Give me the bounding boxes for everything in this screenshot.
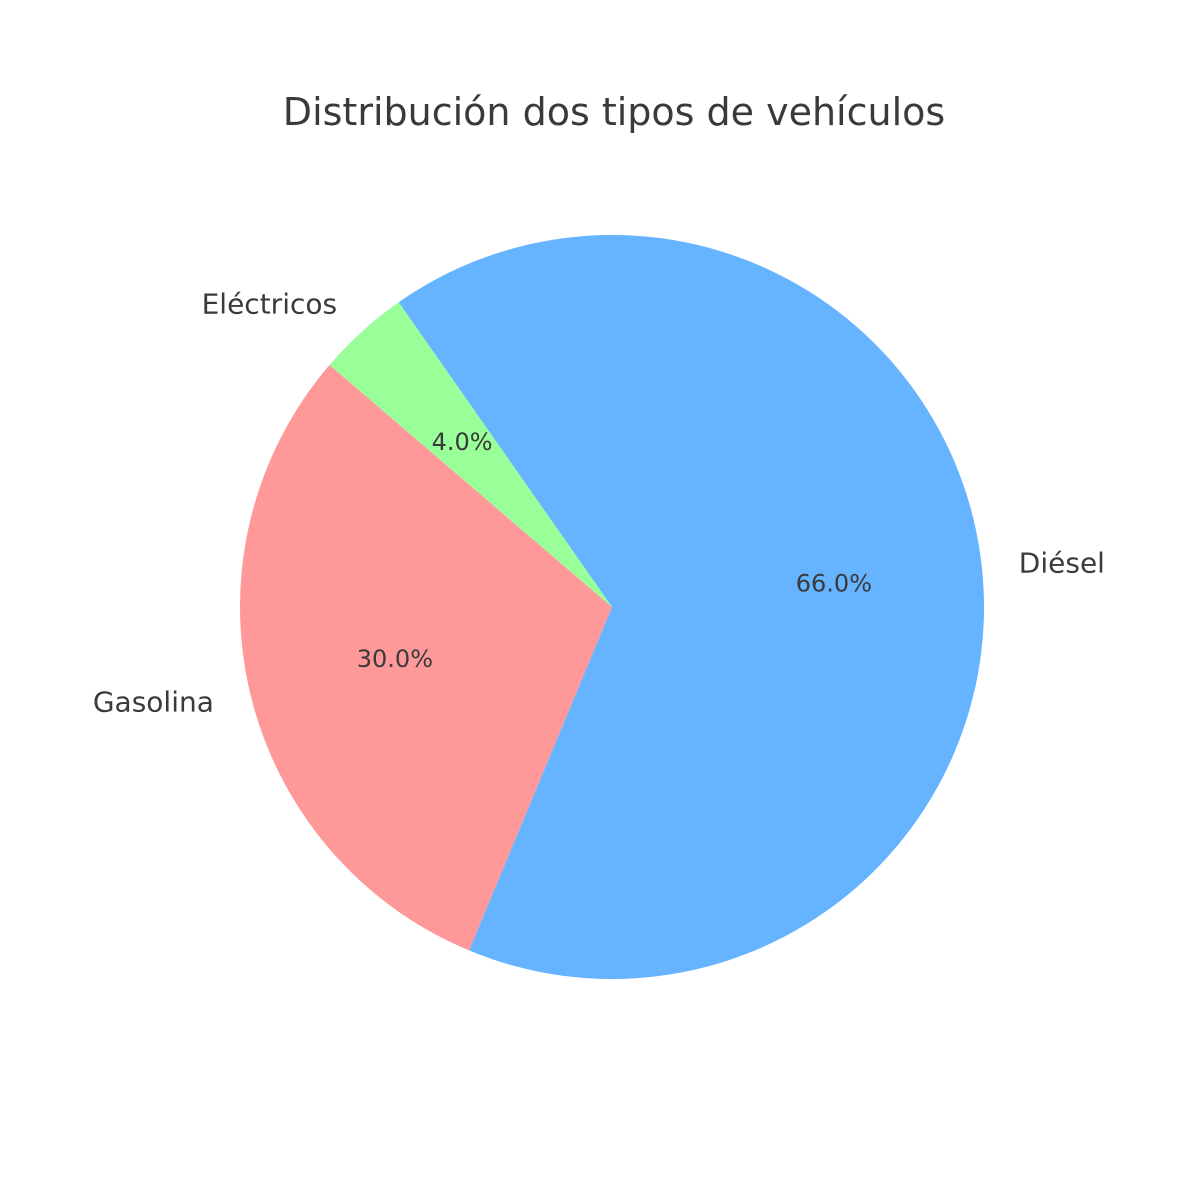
- pie-slice-gasolina: [240, 364, 612, 951]
- slice-label-gasolina: Gasolina: [93, 686, 214, 719]
- pie-slice-diesel: [398, 234, 985, 979]
- slice-label-diesel: Diésel: [1019, 547, 1105, 580]
- pie-slice-electricos: [329, 302, 612, 607]
- slice-pct-electricos: 4.0%: [432, 428, 493, 456]
- slice-label-electricos: Eléctricos: [202, 288, 337, 321]
- chart-title: Distribución dos tipos de vehículos: [282, 90, 946, 134]
- slice-pct-diesel: 66.0%: [796, 569, 872, 597]
- slice-pct-gasolina: 30.0%: [357, 645, 433, 673]
